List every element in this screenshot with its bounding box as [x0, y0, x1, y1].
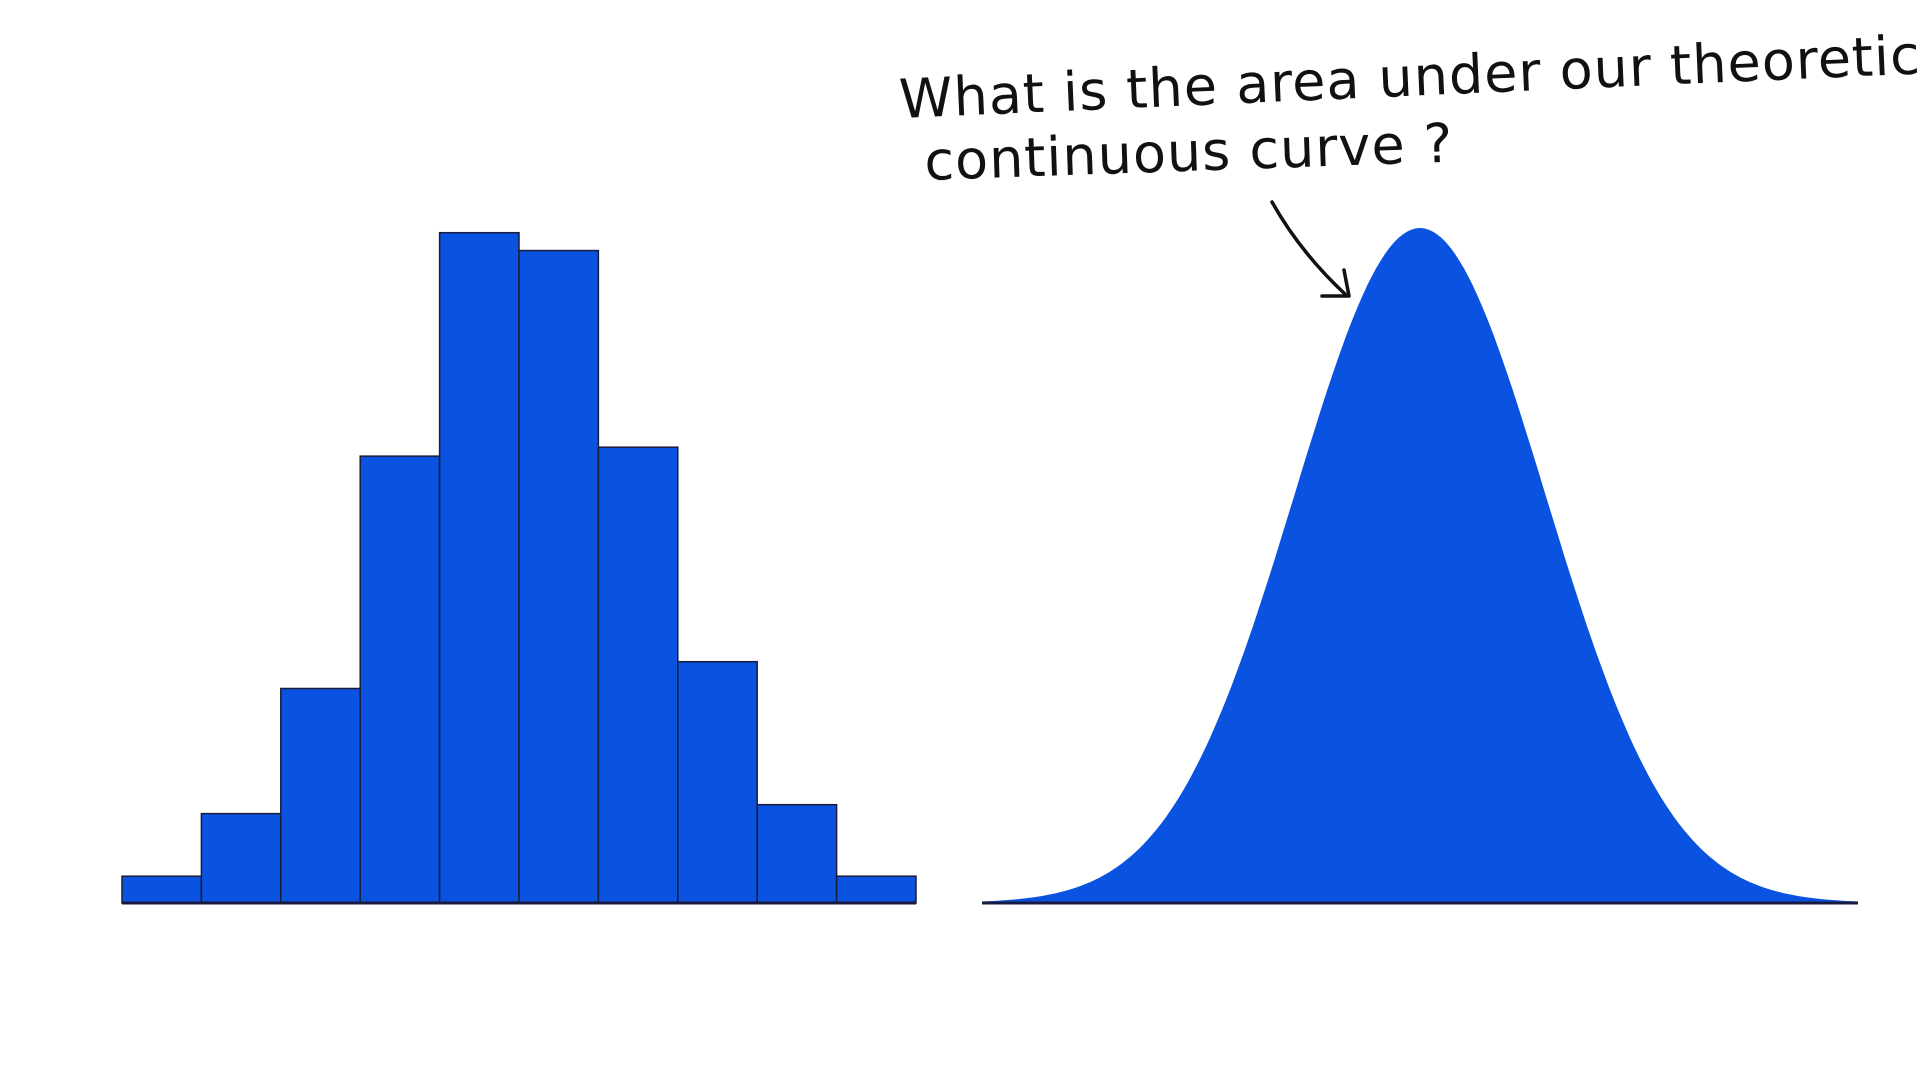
histogram-bar [359, 455, 441, 904]
pointer-arrowhead [1320, 268, 1351, 298]
normal-curve-area [982, 228, 1858, 903]
histogram-bar [677, 660, 758, 904]
histogram-bar [518, 249, 600, 904]
histogram-bar [597, 446, 679, 904]
histogram-bar [200, 812, 282, 904]
histogram-bar [835, 875, 917, 904]
histogram-bar [280, 687, 361, 904]
histogram-bar [121, 875, 203, 904]
pointer-arrow [1270, 200, 1347, 296]
histogram-bar [756, 803, 838, 904]
histogram-bar [438, 231, 520, 904]
histogram [121, 231, 917, 904]
